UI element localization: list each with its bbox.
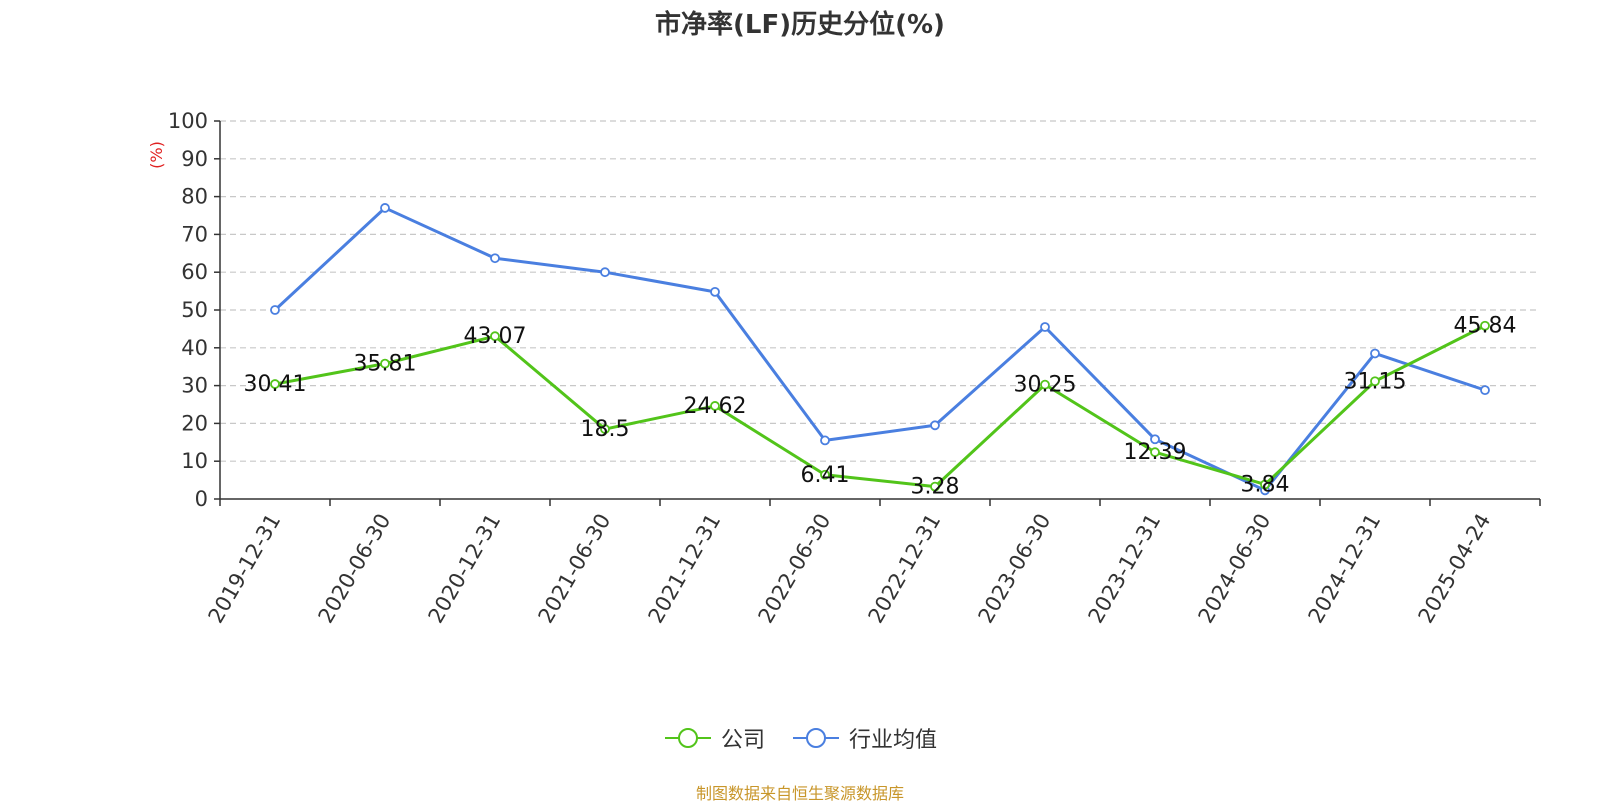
data-point bbox=[600, 424, 610, 434]
data-point bbox=[380, 203, 390, 213]
legend-circle bbox=[677, 728, 698, 748]
y-tick-label: 20 bbox=[181, 411, 208, 435]
data-point bbox=[710, 401, 720, 411]
x-tick-label: 2020-06-30 bbox=[314, 510, 396, 628]
data-label: 12.39 bbox=[1124, 440, 1187, 465]
data-point bbox=[1150, 434, 1160, 445]
x-tick-label: 2023-06-30 bbox=[974, 510, 1056, 628]
y-tick-label: 50 bbox=[181, 298, 208, 322]
data-point bbox=[1150, 447, 1160, 458]
grid-lines bbox=[220, 120, 1540, 462]
chart-title: 市净率(LF)历史分位(%) bbox=[655, 10, 945, 40]
x-tick-label: 2024-06-30 bbox=[1194, 510, 1276, 628]
data-point bbox=[490, 331, 500, 342]
data-label: 3.28 bbox=[911, 475, 960, 500]
data-point bbox=[930, 420, 940, 431]
y-tick-label: 0 bbox=[195, 487, 208, 511]
legend: 公司 行业均值 bbox=[0, 722, 1600, 754]
source-note: 制图数据来自恒生聚源数据库 bbox=[695, 784, 904, 803]
data-label: 31.15 bbox=[1344, 369, 1407, 394]
y-tick-label: 80 bbox=[181, 185, 208, 209]
data-point bbox=[490, 253, 500, 264]
y-tick-label: 70 bbox=[181, 222, 208, 246]
data-point bbox=[1040, 379, 1050, 390]
y-tick-label: 60 bbox=[181, 260, 208, 284]
data-point bbox=[270, 379, 280, 389]
legend-item[interactable]: 行业均值 bbox=[791, 722, 937, 754]
data-point bbox=[380, 358, 390, 369]
x-tick-label: 2022-06-30 bbox=[754, 510, 836, 628]
data-label: 24.62 bbox=[684, 394, 747, 419]
legend-label: 公司 bbox=[720, 728, 765, 753]
data-label: 18.5 bbox=[581, 417, 630, 442]
data-point bbox=[820, 435, 830, 446]
legend-label: 行业均值 bbox=[849, 728, 938, 753]
data-point bbox=[820, 469, 830, 480]
data-point bbox=[1480, 320, 1490, 331]
data-point bbox=[710, 286, 720, 297]
y-axis-label: (%) bbox=[147, 141, 166, 169]
data-label: 45.84 bbox=[1454, 314, 1517, 339]
legend-marker-icon bbox=[793, 728, 839, 748]
x-tick-label: 2024-12-31 bbox=[1304, 510, 1386, 628]
data-labels: 30.41 35.81 43.07 18.5 24.62 6.41 3.28 30.25 12.… bbox=[244, 314, 1517, 500]
x-tick-label: 2022-12-31 bbox=[864, 510, 946, 628]
data-point bbox=[1040, 322, 1050, 332]
y-tick-label: 10 bbox=[181, 449, 208, 473]
series-lines bbox=[270, 203, 1490, 496]
data-label: 30.41 bbox=[244, 372, 307, 397]
data-point bbox=[600, 267, 610, 278]
legend-marker-icon bbox=[664, 728, 711, 748]
x-tick-label: 2025-04-24 bbox=[1414, 510, 1496, 628]
x-tick-label: 2019-12-31 bbox=[204, 510, 286, 628]
data-point bbox=[1370, 376, 1380, 387]
data-label: 43.07 bbox=[464, 324, 527, 349]
series-line-0 bbox=[274, 324, 1486, 489]
y-tick-label: 30 bbox=[181, 374, 208, 398]
x-tick-label: 2023-12-31 bbox=[1084, 510, 1166, 628]
data-point bbox=[930, 481, 940, 492]
data-point bbox=[1480, 385, 1490, 396]
legend-circle bbox=[806, 728, 826, 748]
data-point bbox=[270, 305, 280, 315]
x-tick-label: 2020-12-31 bbox=[424, 510, 506, 628]
y-tick-label: 40 bbox=[181, 336, 208, 360]
y-tick-label: 100 bbox=[168, 109, 208, 133]
data-point bbox=[1370, 348, 1380, 359]
legend-item[interactable]: 公司 bbox=[663, 722, 765, 754]
x-tick-label: 2021-12-31 bbox=[644, 510, 726, 628]
data-point bbox=[1260, 479, 1270, 490]
data-label: 6.41 bbox=[801, 463, 850, 488]
data-label: 3.84 bbox=[1241, 472, 1290, 497]
y-tick-label: 90 bbox=[181, 147, 208, 171]
data-label: 30.25 bbox=[1014, 373, 1077, 398]
x-tick-label: 2021-06-30 bbox=[534, 510, 616, 628]
data-label: 35.81 bbox=[354, 352, 417, 377]
